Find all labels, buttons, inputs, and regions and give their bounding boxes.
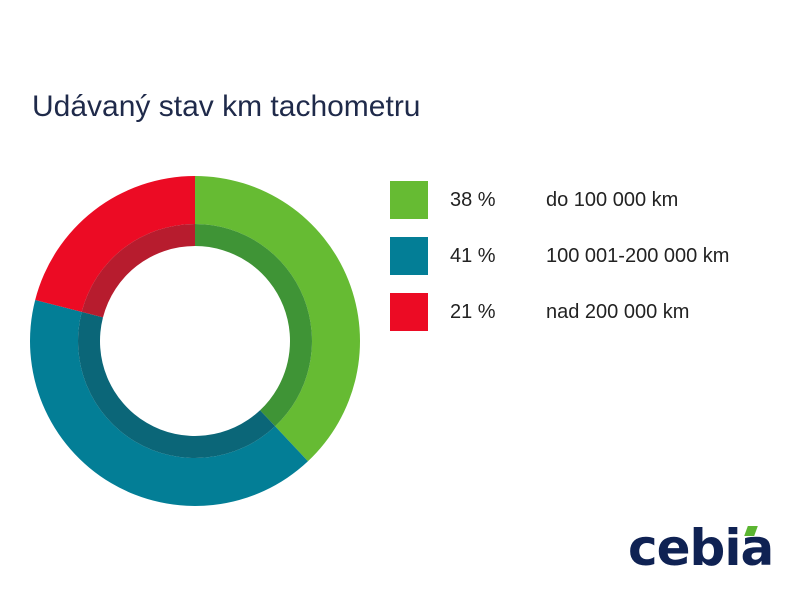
- cebia-logo: cebia: [628, 516, 778, 580]
- chart-title: Udávaný stav km tachometru: [32, 90, 421, 123]
- legend-item-0: 38 % do 100 000 km: [390, 181, 790, 237]
- legend-label-1: 100 001-200 000 km: [546, 245, 730, 267]
- legend-item-1: 41 % 100 001-200 000 km: [390, 237, 790, 293]
- legend-item-2: 21 % nad 200 000 km: [390, 293, 790, 349]
- legend-value-1: 41 %: [450, 245, 496, 267]
- donut-chart: [28, 174, 362, 508]
- legend-value-2: 21 %: [450, 301, 496, 323]
- legend-swatch-1: [390, 237, 428, 275]
- donut-slice-inner-2: [81, 224, 195, 318]
- donut-chart-svg: [29, 176, 360, 506]
- legend-value-0: 38 %: [450, 189, 496, 211]
- donut-slice-0: [195, 176, 360, 462]
- donut-slice-2: [35, 176, 195, 312]
- legend-label-2: nad 200 000 km: [546, 301, 690, 323]
- legend: 38 % do 100 000 km 41 % 100 001-200 000 …: [390, 181, 790, 349]
- donut-slice-inner-1: [77, 311, 276, 459]
- donut-slice-1: [29, 299, 308, 506]
- donut-slice-inner-0: [195, 224, 312, 427]
- legend-swatch-0: [390, 181, 428, 219]
- legend-label-0: do 100 000 km: [546, 189, 679, 211]
- legend-swatch-2: [390, 293, 428, 331]
